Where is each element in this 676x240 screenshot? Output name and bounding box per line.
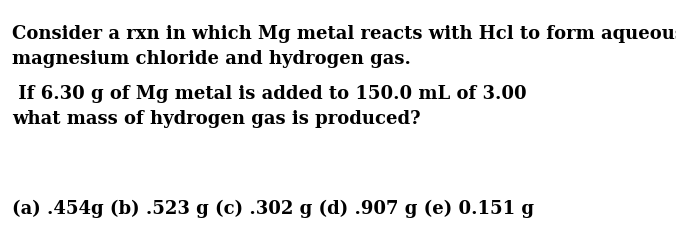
Text: magnesium chloride and hydrogen gas.: magnesium chloride and hydrogen gas.	[12, 50, 411, 68]
Text: If 6.30 g of Mg metal is added to 150.0 mL of 3.00: If 6.30 g of Mg metal is added to 150.0 …	[12, 85, 530, 103]
Text: Consider a rxn in which Mg metal reacts with Hcl to form aqueous: Consider a rxn in which Mg metal reacts …	[12, 25, 676, 43]
Text: what mass of hydrogen gas is produced?: what mass of hydrogen gas is produced?	[12, 110, 420, 128]
Text: (a) .454g (b) .523 g (c) .302 g (d) .907 g (e) 0.151 g: (a) .454g (b) .523 g (c) .302 g (d) .907…	[12, 200, 534, 218]
